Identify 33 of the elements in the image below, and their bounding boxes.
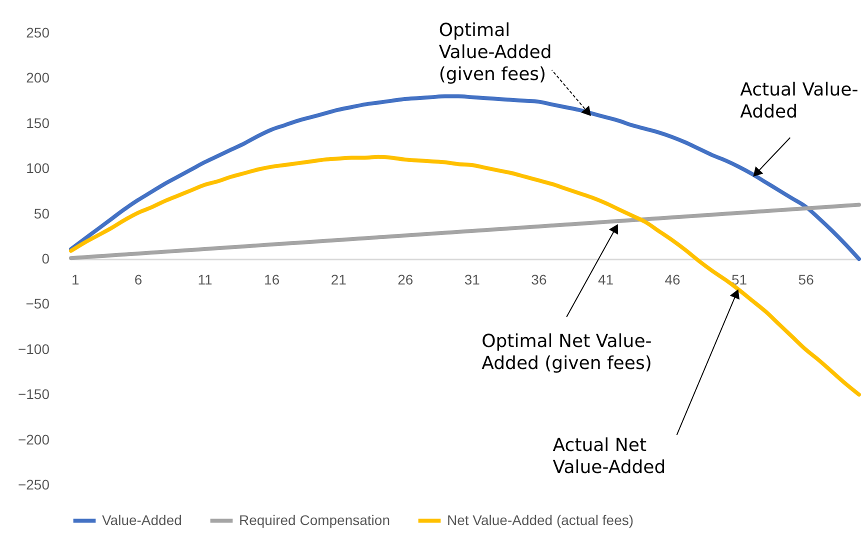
annotation: Optimal Value-Added (given fees) <box>438 20 552 86</box>
line-series <box>69 154 861 397</box>
y-tick-label: 250 <box>26 24 50 40</box>
x-tick-label: 51 <box>732 272 748 288</box>
annotation: Actual Net Value-Added <box>552 434 666 478</box>
y-tick-label: 100 <box>26 160 50 176</box>
y-tick-label: −50 <box>26 296 50 312</box>
annotation: Actual Value-Added <box>740 80 858 123</box>
x-tick-label: 26 <box>398 272 414 288</box>
y-tick-label: −100 <box>18 340 50 357</box>
x-tick-label: 1 <box>72 272 80 288</box>
x-tick-label: 41 <box>598 272 614 288</box>
x-tick-label: 56 <box>798 272 814 288</box>
x-tick-label: 21 <box>330 272 347 288</box>
y-tick-label: 150 <box>26 114 50 131</box>
y-tick-label: −250 <box>18 476 50 492</box>
y-tick-label: −150 <box>18 386 50 402</box>
x-tick-label: 46 <box>664 272 681 288</box>
legend-label: Net Value-Added (actual fees) <box>447 512 634 528</box>
y-tick-label: 0 <box>42 250 50 266</box>
y-tick-label: 200 <box>26 70 50 86</box>
x-tick-label: 16 <box>264 272 280 288</box>
annotation: Optimal Net Value-Added (given fees) <box>482 330 652 374</box>
line-series <box>69 94 861 261</box>
line-series <box>69 202 861 260</box>
x-tick-label: 31 <box>464 272 480 288</box>
y-tick-label: −200 <box>18 431 50 448</box>
legend-label: Value-Added <box>102 512 182 528</box>
y-tick-label: 50 <box>34 205 50 222</box>
legend-label: Required Compensation <box>239 512 390 528</box>
x-tick-label: 11 <box>198 272 213 288</box>
x-tick-label: 36 <box>531 272 547 288</box>
x-tick-label: 6 <box>134 272 142 288</box>
